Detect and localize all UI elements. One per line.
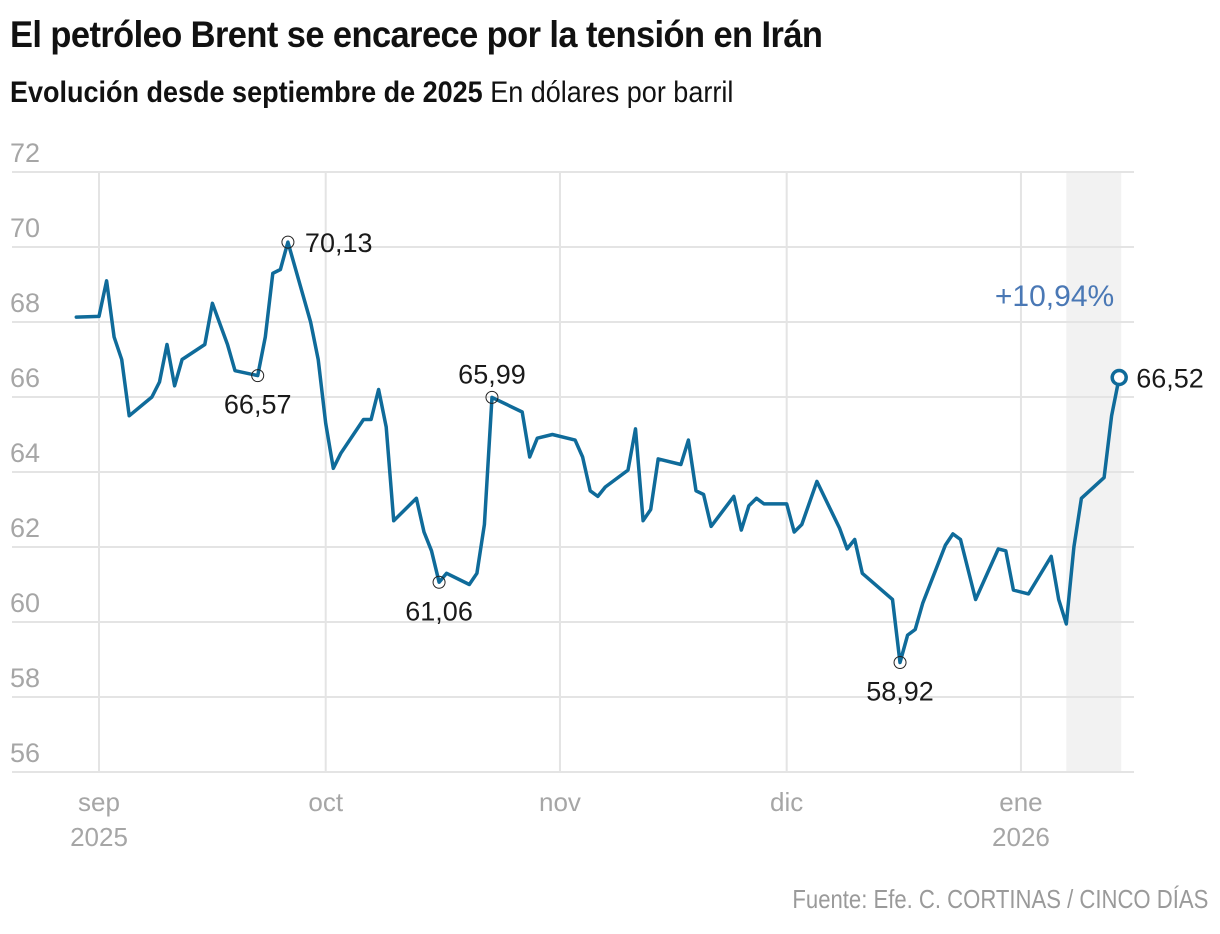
y-tick-label: 58 [10, 663, 40, 693]
data-label: 58,92 [866, 677, 934, 707]
change-percent-label: +10,94% [995, 280, 1114, 313]
data-label: 65,99 [458, 359, 526, 389]
x-tick-label: nov [539, 787, 581, 817]
chart-title: El petróleo Brent se encarece por la ten… [10, 14, 823, 55]
brent-price-line [74, 240, 1121, 665]
subtitle-units: En dólares por barril [482, 76, 734, 109]
annotation-marker [251, 369, 265, 383]
y-tick-label: 56 [10, 738, 40, 768]
annotation-marker [485, 390, 499, 404]
data-label: 61,06 [405, 596, 473, 626]
x-tick-label: oct [308, 787, 343, 817]
y-tick-label: 62 [10, 513, 40, 543]
y-tick-label: 68 [10, 288, 40, 318]
y-tick-label: 72 [10, 138, 40, 168]
data-label: 66,57 [224, 390, 292, 420]
data-label: 70,13 [305, 228, 373, 258]
y-tick-label: 60 [10, 588, 40, 618]
x-tick-year: 2025 [70, 822, 128, 852]
source-credit: Fuente: Efe. C. CORTINAS / CINCO DÍAS [792, 884, 1208, 914]
y-tick-label: 64 [10, 438, 40, 468]
subtitle-bold: Evolución desde septiembre de 2025 [10, 76, 483, 109]
x-tick-label: sep [78, 787, 120, 817]
chart-subtitle: Evolución desde septiembre de 2025 En dó… [10, 76, 733, 110]
data-label: 66,52 [1136, 364, 1204, 394]
annotation-marker [432, 575, 446, 589]
endpoint-marker [1110, 368, 1128, 387]
x-tick-label: dic [770, 787, 803, 817]
annotation-marker [281, 235, 295, 249]
y-tick-label: 70 [10, 213, 40, 243]
x-tick-year: 2026 [992, 822, 1050, 852]
annotation-marker [893, 656, 907, 669]
x-tick-label: ene [999, 787, 1042, 817]
y-tick-label: 66 [10, 363, 40, 393]
